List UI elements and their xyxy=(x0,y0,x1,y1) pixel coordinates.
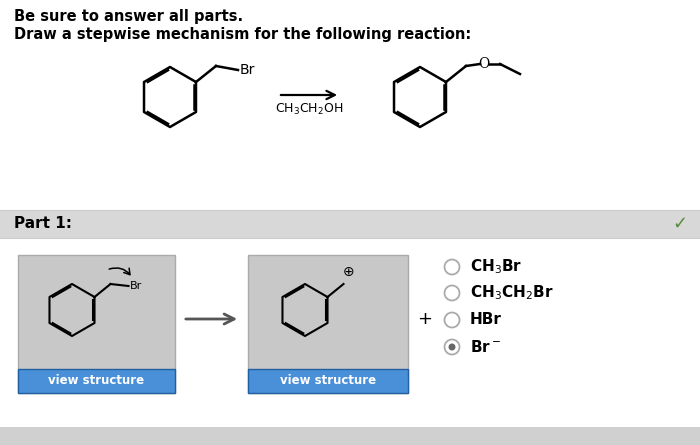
Circle shape xyxy=(444,259,459,275)
Text: Br: Br xyxy=(240,63,256,77)
Text: view structure: view structure xyxy=(280,375,376,388)
Bar xyxy=(0,210,700,238)
Text: +: + xyxy=(417,310,433,328)
Text: CH$_3$Br: CH$_3$Br xyxy=(470,258,522,276)
Circle shape xyxy=(444,340,459,355)
Text: Draw a stepwise mechanism for the following reaction:: Draw a stepwise mechanism for the follow… xyxy=(14,27,471,42)
Text: Part 1:: Part 1: xyxy=(14,217,72,231)
Text: HBr: HBr xyxy=(470,312,502,328)
Circle shape xyxy=(444,286,459,300)
Text: ⊕: ⊕ xyxy=(343,265,354,279)
Text: Br: Br xyxy=(130,281,142,291)
Bar xyxy=(0,427,700,445)
Text: O: O xyxy=(478,57,489,71)
Text: Be sure to answer all parts.: Be sure to answer all parts. xyxy=(14,9,243,24)
Text: CH$_3$CH$_2$Br: CH$_3$CH$_2$Br xyxy=(470,283,554,302)
Bar xyxy=(0,238,700,427)
Text: Br$^-$: Br$^-$ xyxy=(470,339,501,355)
Bar xyxy=(18,255,175,393)
Bar xyxy=(18,369,175,393)
FancyArrowPatch shape xyxy=(109,268,130,275)
Text: ✓: ✓ xyxy=(672,215,687,233)
Text: CH$_3$CH$_2$OH: CH$_3$CH$_2$OH xyxy=(275,102,343,117)
Bar xyxy=(248,255,408,393)
Bar xyxy=(0,0,700,238)
Text: view structure: view structure xyxy=(48,375,145,388)
Circle shape xyxy=(444,312,459,328)
Circle shape xyxy=(449,344,456,351)
Bar xyxy=(248,369,408,393)
